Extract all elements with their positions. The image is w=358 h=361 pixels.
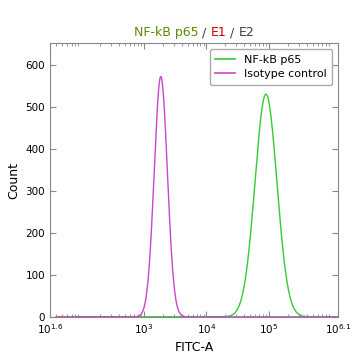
Text: E1: E1 [211,26,226,39]
Legend: NF-kB p65, Isotype control: NF-kB p65, Isotype control [210,49,332,85]
Text: E2: E2 [238,26,254,39]
Text: /: / [198,26,211,39]
Y-axis label: Count: Count [7,162,20,199]
Text: /: / [226,26,238,39]
X-axis label: FITC-A: FITC-A [174,341,214,354]
Text: NF-kB p65: NF-kB p65 [134,26,198,39]
